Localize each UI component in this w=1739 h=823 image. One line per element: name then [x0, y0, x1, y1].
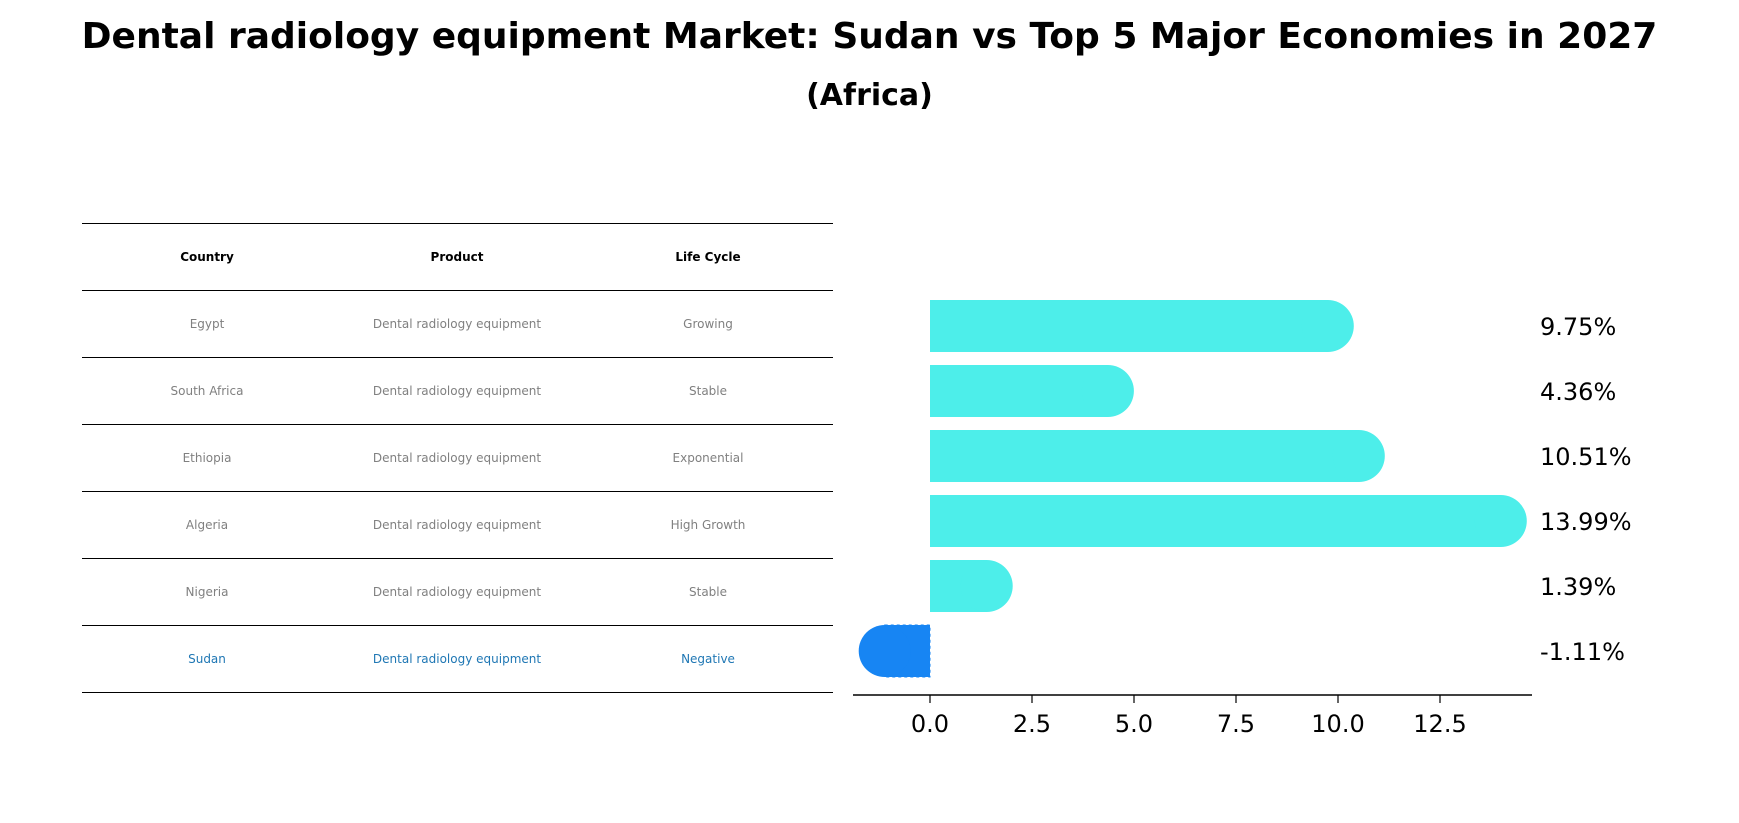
- table-row: South Africa Dental radiology equipment …: [82, 357, 833, 424]
- header-country: Country: [180, 250, 234, 264]
- value-label-sudan: -1.11%: [1540, 638, 1625, 666]
- cell-country: Algeria: [185, 518, 229, 532]
- cell-life-cycle: Exponential: [672, 451, 744, 465]
- cell-life-cycle: Stable: [688, 585, 728, 599]
- table-row-highlighted: Sudan Dental radiology equipment Negativ…: [82, 625, 833, 693]
- chart-subtitle: (Africa): [806, 78, 933, 113]
- table-header-row: Country Product Life Cycle: [82, 223, 833, 290]
- header-product: Product: [430, 250, 484, 264]
- chart-title: Dental radiology equipment Market: Sudan…: [81, 16, 1658, 57]
- table-row: Algeria Dental radiology equipment High …: [82, 491, 833, 558]
- cell-product: Dental radiology equipment: [372, 384, 542, 398]
- value-label-nigeria: 1.39%: [1540, 573, 1616, 601]
- cell-product: Dental radiology equipment: [372, 518, 542, 532]
- bar-south-africa: [930, 365, 1134, 417]
- cell-life-cycle: High Growth: [670, 518, 746, 532]
- cell-product: Dental radiology equipment: [372, 652, 542, 666]
- cell-life-cycle: Growing: [683, 317, 733, 331]
- table-row: Ethiopia Dental radiology equipment Expo…: [82, 424, 833, 491]
- cell-product: Dental radiology equipment: [372, 585, 542, 599]
- value-label-egypt: 9.75%: [1540, 313, 1616, 341]
- bar-sudan: [858, 624, 931, 678]
- cell-life-cycle: Negative: [681, 652, 735, 666]
- cell-product: Dental radiology equipment: [372, 451, 542, 465]
- value-label-south-africa: 4.36%: [1540, 378, 1616, 406]
- value-label-algeria: 13.99%: [1540, 508, 1632, 536]
- cell-country: Nigeria: [185, 585, 229, 599]
- x-tick-label: 0.0: [911, 710, 949, 738]
- bar-ethiopia: [930, 430, 1385, 482]
- x-tick-label: 10.0: [1311, 710, 1364, 738]
- x-tick-label: 12.5: [1413, 710, 1466, 738]
- product-table: Country Product Life Cycle Egypt Dental …: [82, 223, 833, 693]
- cell-country: Ethiopia: [182, 451, 232, 465]
- table-row: Egypt Dental radiology equipment Growing: [82, 290, 833, 357]
- value-label-ethiopia: 10.51%: [1540, 443, 1632, 471]
- cell-product: Dental radiology equipment: [372, 317, 542, 331]
- x-tick-label: 7.5: [1217, 710, 1255, 738]
- cell-country: Egypt: [189, 317, 225, 331]
- bar-nigeria: [930, 560, 1013, 612]
- table-row: Nigeria Dental radiology equipment Stabl…: [82, 558, 833, 625]
- bar-algeria: [930, 495, 1527, 547]
- x-tick-label: 5.0: [1115, 710, 1153, 738]
- cell-country: Sudan: [188, 652, 226, 666]
- x-tick-label: 2.5: [1013, 710, 1051, 738]
- header-life-cycle: Life Cycle: [675, 250, 741, 264]
- cell-life-cycle: Stable: [688, 384, 728, 398]
- bar-egypt: [930, 300, 1354, 352]
- cell-country: South Africa: [170, 384, 244, 398]
